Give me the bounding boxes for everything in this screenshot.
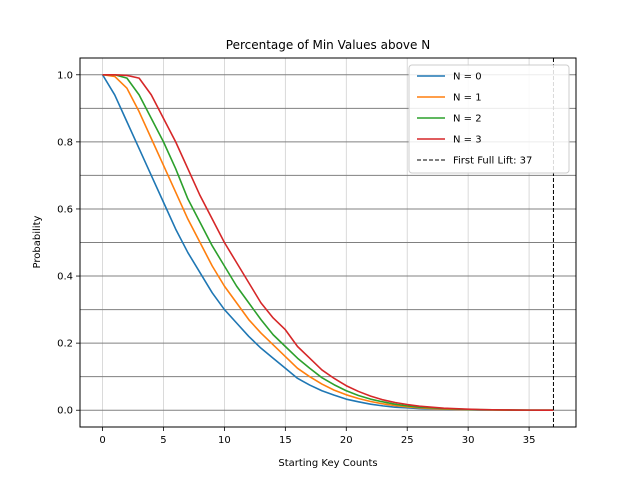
legend-label: N = 2 (453, 114, 482, 125)
x-tick-label: 20 (340, 435, 353, 446)
y-tick-label: 0.0 (57, 406, 73, 417)
legend-label: N = 1 (453, 93, 482, 104)
legend: N = 0 N = 1 N = 2 N = 3 First Full Lift: 37 (408, 64, 570, 174)
legend-label: N = 3 (453, 135, 482, 146)
x-tick-label: 10 (218, 435, 231, 446)
y-tick-label: 0.6 (57, 204, 73, 215)
x-tick-label: 35 (523, 435, 536, 446)
chart-title: Percentage of Min Values above N (226, 38, 430, 52)
x-tick-label: 5 (160, 435, 166, 446)
y-tick-label: 0.2 (57, 339, 73, 350)
series-lines (101, 73, 554, 412)
grid (80, 58, 576, 427)
legend-box (408, 64, 570, 174)
x-tick-label: 0 (99, 435, 105, 446)
y-tick-label: 0.8 (57, 137, 73, 148)
y-tick-label: 0.4 (57, 272, 73, 283)
x-tick-label: 25 (401, 435, 414, 446)
legend-label: First Full Lift: 37 (453, 156, 532, 167)
plot-frame (79, 57, 577, 428)
y-tick-label: 1.0 (57, 70, 73, 81)
series-line-n-3 (102, 73, 554, 412)
legend-label: N = 0 (453, 72, 482, 83)
x-axis-label: Starting Key Counts (278, 458, 377, 469)
y-axis-ticks: 0.0 0.2 0.4 0.6 0.8 1.0 (57, 70, 80, 417)
y-axis-label: Probability (32, 215, 43, 268)
x-tick-label: 15 (279, 435, 292, 446)
x-tick-label: 30 (462, 435, 475, 446)
x-axis-ticks: 0 5 10 15 20 25 30 35 (99, 427, 535, 446)
